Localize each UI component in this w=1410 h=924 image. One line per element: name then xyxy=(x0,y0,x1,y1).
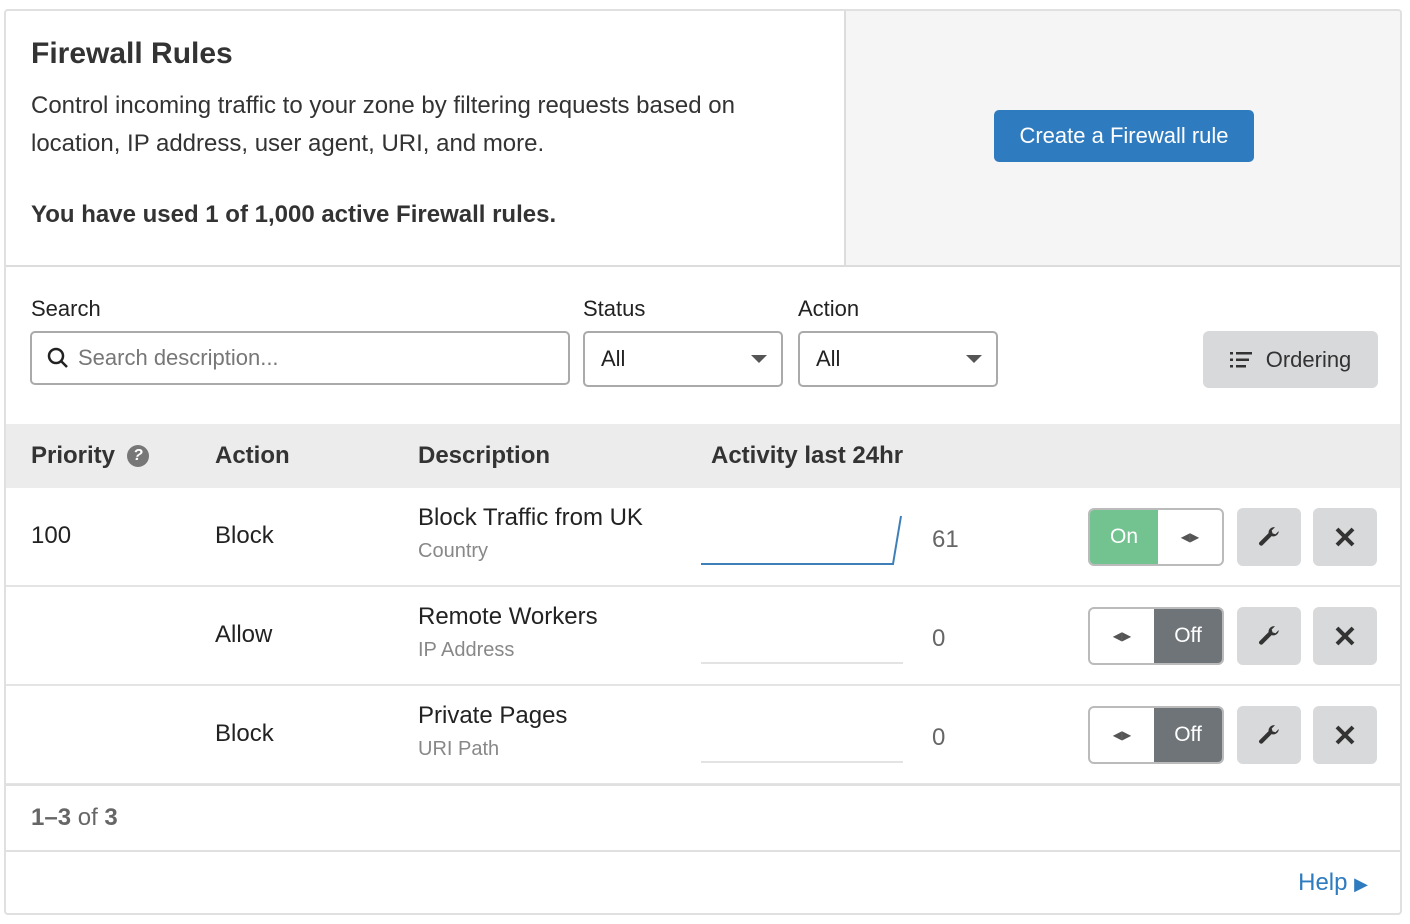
chevron-down-icon xyxy=(966,355,982,363)
activity-sparkline xyxy=(701,515,902,565)
toggle-knob-icon: ◀▶ xyxy=(1090,609,1154,663)
chevron-down-icon xyxy=(751,355,767,363)
help-label: Help xyxy=(1298,869,1348,896)
toggle-off-label: Off xyxy=(1154,609,1222,663)
delete-rule-button[interactable] xyxy=(1313,607,1377,665)
toggle-knob-icon: ◀▶ xyxy=(1158,510,1222,564)
rule-type: URI Path xyxy=(418,738,500,760)
toggle-off-label: Off xyxy=(1154,708,1222,762)
page-title: Firewall Rules xyxy=(31,37,233,70)
create-firewall-rule-button[interactable]: Create a Firewall rule xyxy=(994,110,1254,162)
activity-sparkline xyxy=(701,761,903,763)
rule-enabled-toggle[interactable]: On ◀▶ xyxy=(1088,508,1224,566)
status-label: Status xyxy=(583,296,646,321)
pagination-total: 3 xyxy=(104,804,118,831)
column-activity: Activity last 24hr xyxy=(711,442,904,469)
help-link[interactable]: Help ▶ xyxy=(1298,869,1368,897)
status-value: All xyxy=(601,346,626,371)
ordering-button[interactable]: Ordering xyxy=(1203,331,1378,388)
activity-sparkline xyxy=(701,662,903,664)
wrench-icon xyxy=(1259,725,1279,744)
caret-right-icon: ▶ xyxy=(1354,874,1368,894)
search-placeholder: Search description... xyxy=(78,345,279,370)
close-icon xyxy=(1335,725,1355,745)
search-label: Search xyxy=(31,296,101,321)
wrench-icon xyxy=(1259,527,1279,546)
page-description: Control incoming traffic to your zone by… xyxy=(31,92,735,157)
close-icon xyxy=(1335,626,1355,646)
activity-count: 0 xyxy=(932,625,946,652)
edit-rule-button[interactable] xyxy=(1237,607,1301,665)
pagination-range: 1–3 xyxy=(31,804,72,831)
firewall-rules-card: Firewall Rules Control incoming traffic … xyxy=(4,9,1402,915)
pagination-of: of xyxy=(77,804,98,831)
rule-type: IP Address xyxy=(418,639,515,661)
list-icon xyxy=(1229,351,1252,367)
action-select[interactable]: All xyxy=(798,331,998,387)
column-description: Description xyxy=(418,442,551,469)
rule-description: Remote Workers xyxy=(418,603,598,630)
wrench-icon xyxy=(1259,626,1279,645)
column-action: Action xyxy=(215,442,290,469)
rule-action: Allow xyxy=(215,621,273,648)
rule-type: Country xyxy=(418,540,489,562)
toggle-knob-icon: ◀▶ xyxy=(1090,708,1154,762)
toggle-on-label: On xyxy=(1090,510,1158,564)
table-row: Allow Remote Workers IP Address 0 ◀▶ Off xyxy=(6,587,1400,686)
help-icon[interactable]: ? xyxy=(127,445,150,467)
delete-rule-button[interactable] xyxy=(1313,706,1377,764)
rule-action: Block xyxy=(215,720,274,747)
pagination: 1–3 of 3 xyxy=(6,784,1400,852)
delete-rule-button[interactable] xyxy=(1313,508,1377,566)
action-value: All xyxy=(816,346,841,371)
edit-rule-button[interactable] xyxy=(1237,706,1301,764)
search-icon xyxy=(47,347,68,368)
activity-count: 0 xyxy=(932,724,946,751)
rule-description: Block Traffic from UK xyxy=(418,504,643,531)
action-label: Action xyxy=(798,296,860,321)
activity-count: 61 xyxy=(932,526,959,553)
rule-enabled-toggle[interactable]: ◀▶ Off xyxy=(1088,706,1224,764)
table-row: Block Private Pages URI Path 0 ◀▶ Off xyxy=(6,686,1400,785)
rule-enabled-toggle[interactable]: ◀▶ Off xyxy=(1088,607,1224,665)
column-priority: Priority? xyxy=(31,442,150,470)
rule-description: Private Pages xyxy=(418,702,568,729)
rule-action: Block xyxy=(215,522,274,549)
table-header: Priority? Action Description Activity la… xyxy=(6,424,1400,488)
search-input[interactable]: Search description... xyxy=(30,331,570,385)
intro-section: Firewall Rules Control incoming traffic … xyxy=(6,11,1400,267)
usage-text: You have used 1 of 1,000 active Firewall… xyxy=(31,201,557,228)
edit-rule-button[interactable] xyxy=(1237,508,1301,566)
status-select[interactable]: All xyxy=(583,331,783,387)
ordering-label: Ordering xyxy=(1265,346,1352,372)
rule-priority: 100 xyxy=(31,522,72,549)
table-row: 100 Block Block Traffic from UK Country 6… xyxy=(6,488,1400,587)
close-icon xyxy=(1335,527,1355,547)
